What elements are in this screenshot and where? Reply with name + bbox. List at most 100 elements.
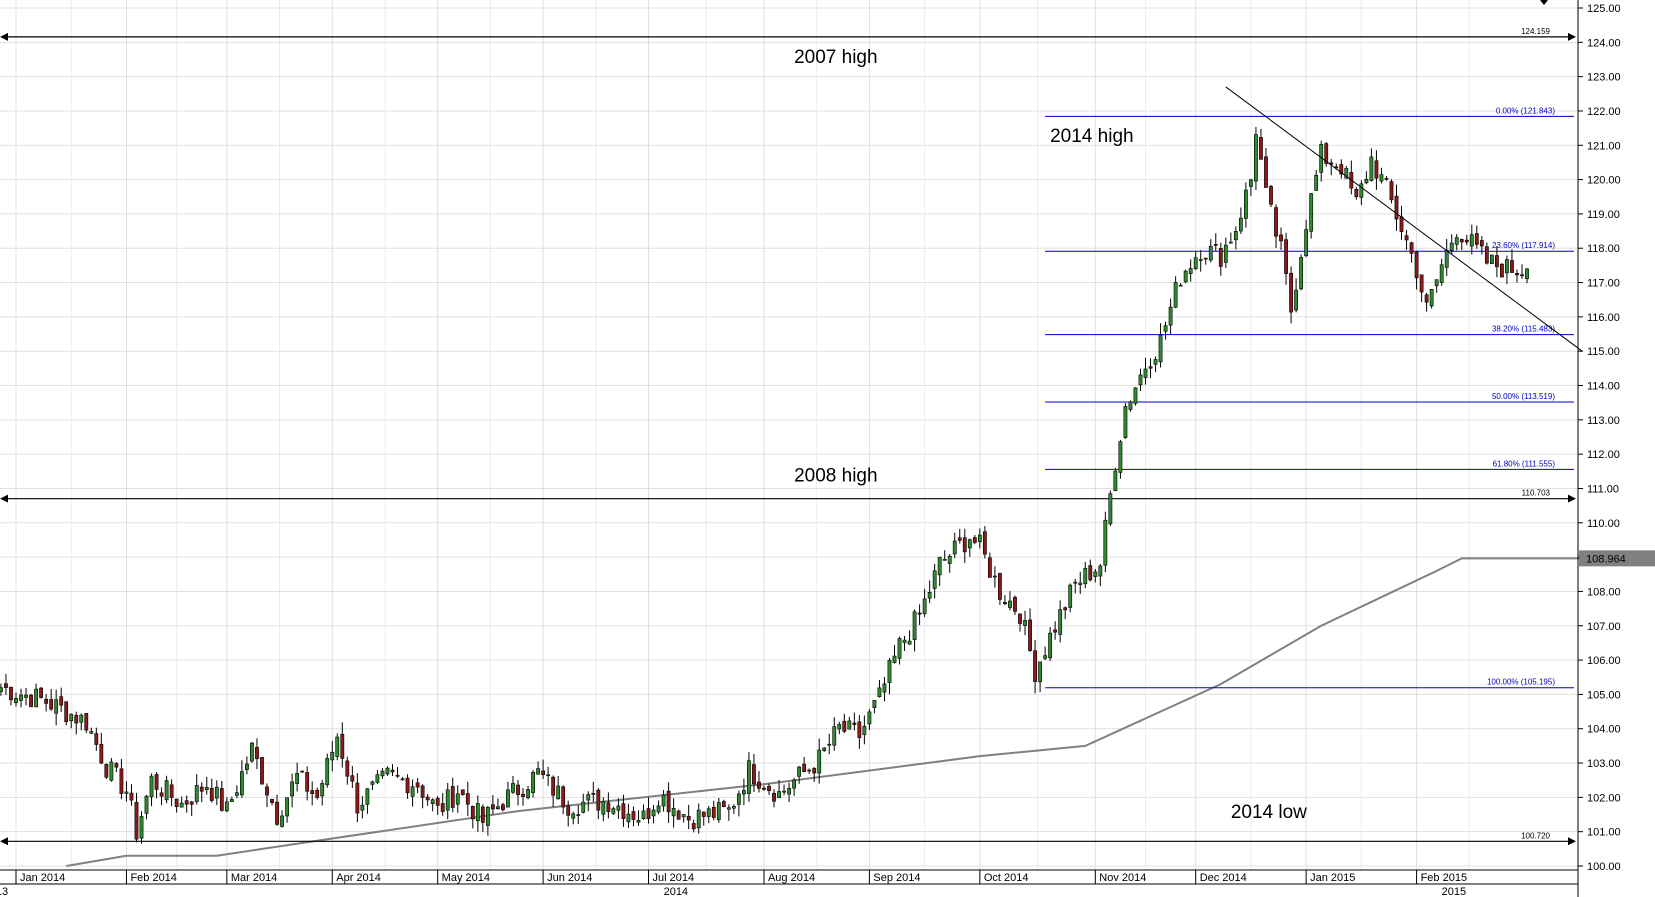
x-tick-label: Sep 2014	[873, 872, 920, 884]
annotation-label: 2007 high	[794, 47, 877, 68]
candle	[1264, 156, 1268, 188]
candle	[1369, 156, 1374, 181]
candle	[1088, 565, 1093, 581]
candle	[430, 799, 435, 804]
candle	[1033, 650, 1037, 682]
horizontal-line-label: 124.159	[1521, 27, 1550, 36]
candle	[134, 801, 139, 840]
candle	[1505, 259, 1509, 274]
last-price-box	[1579, 550, 1655, 567]
candle	[1279, 234, 1283, 242]
candle	[837, 724, 842, 730]
candle	[1374, 160, 1379, 179]
candle	[822, 747, 827, 751]
candle	[716, 802, 721, 821]
candle	[1103, 519, 1108, 566]
fib-level-label: 50.00% (113.519)	[1492, 392, 1555, 401]
candle	[49, 699, 54, 710]
candle	[1429, 289, 1434, 307]
candle	[1254, 134, 1258, 182]
candle	[169, 784, 174, 798]
candle	[490, 804, 495, 810]
candle	[445, 789, 450, 811]
y-tick-label: 118.00	[1587, 243, 1620, 255]
candle	[1394, 195, 1399, 220]
arrow-right-icon	[1568, 32, 1576, 41]
candle	[465, 793, 470, 805]
candle	[300, 770, 305, 773]
candle	[19, 694, 23, 701]
candle	[209, 787, 214, 801]
candle	[4, 683, 8, 688]
candle	[335, 736, 340, 757]
candle	[882, 683, 887, 693]
candle	[1223, 244, 1228, 263]
candle	[1173, 282, 1178, 308]
candle	[1424, 294, 1429, 303]
candle	[345, 760, 350, 777]
candle	[501, 804, 505, 811]
candle	[681, 814, 686, 818]
last-price-label: 108.964	[1586, 553, 1626, 565]
candle	[802, 763, 807, 773]
candle	[1193, 257, 1198, 269]
candle	[315, 790, 320, 798]
y-tick-label: 108.00	[1587, 586, 1621, 598]
candle	[982, 531, 987, 555]
x-tick-label: Mar 2014	[231, 872, 277, 884]
candle	[666, 790, 671, 813]
candle	[631, 811, 636, 820]
candle	[425, 796, 430, 801]
candle	[686, 815, 691, 821]
candle	[149, 775, 154, 798]
candle	[405, 777, 410, 794]
candle	[661, 794, 666, 807]
candle	[480, 806, 485, 823]
grid	[0, 0, 1578, 870]
y-tick-label: 103.00	[1587, 758, 1621, 770]
candle	[1414, 251, 1419, 279]
candle	[832, 726, 837, 746]
annotation-label: 2014 high	[1050, 126, 1133, 147]
moving-average-layer	[66, 557, 1583, 867]
candle	[1389, 181, 1394, 201]
candle	[9, 686, 13, 701]
candle	[74, 714, 79, 724]
x-tick-label: May 2014	[442, 872, 490, 884]
candle	[1344, 168, 1349, 179]
candle	[736, 793, 741, 805]
candle	[998, 573, 1002, 600]
candle	[109, 761, 114, 781]
candle	[526, 789, 530, 799]
candle	[1354, 189, 1359, 197]
candle	[400, 778, 405, 781]
y-tick-label: 101.00	[1587, 827, 1621, 839]
candle	[1013, 596, 1017, 612]
candle	[1008, 600, 1012, 608]
candle	[320, 783, 325, 797]
year-label: 2014	[664, 886, 688, 897]
candle	[1294, 289, 1299, 311]
candle	[782, 790, 786, 793]
candle	[455, 793, 460, 805]
candle	[731, 806, 736, 809]
candle	[1379, 174, 1384, 182]
y-tick-label: 104.00	[1587, 724, 1621, 736]
candle	[1178, 284, 1183, 287]
candle	[541, 770, 546, 775]
candle	[1133, 387, 1138, 404]
candle	[129, 792, 134, 801]
y-tick-label: 107.00	[1587, 621, 1621, 633]
candle	[1188, 268, 1193, 274]
candle	[250, 742, 254, 762]
candle	[440, 803, 445, 812]
fib-level-label: 0.00% (121.843)	[1496, 106, 1555, 115]
arrow-left-icon	[0, 494, 8, 503]
candle	[1479, 240, 1484, 247]
candle	[506, 789, 510, 808]
candle	[1469, 234, 1474, 247]
candle	[365, 788, 370, 805]
candle	[902, 639, 907, 643]
candle	[591, 793, 596, 795]
